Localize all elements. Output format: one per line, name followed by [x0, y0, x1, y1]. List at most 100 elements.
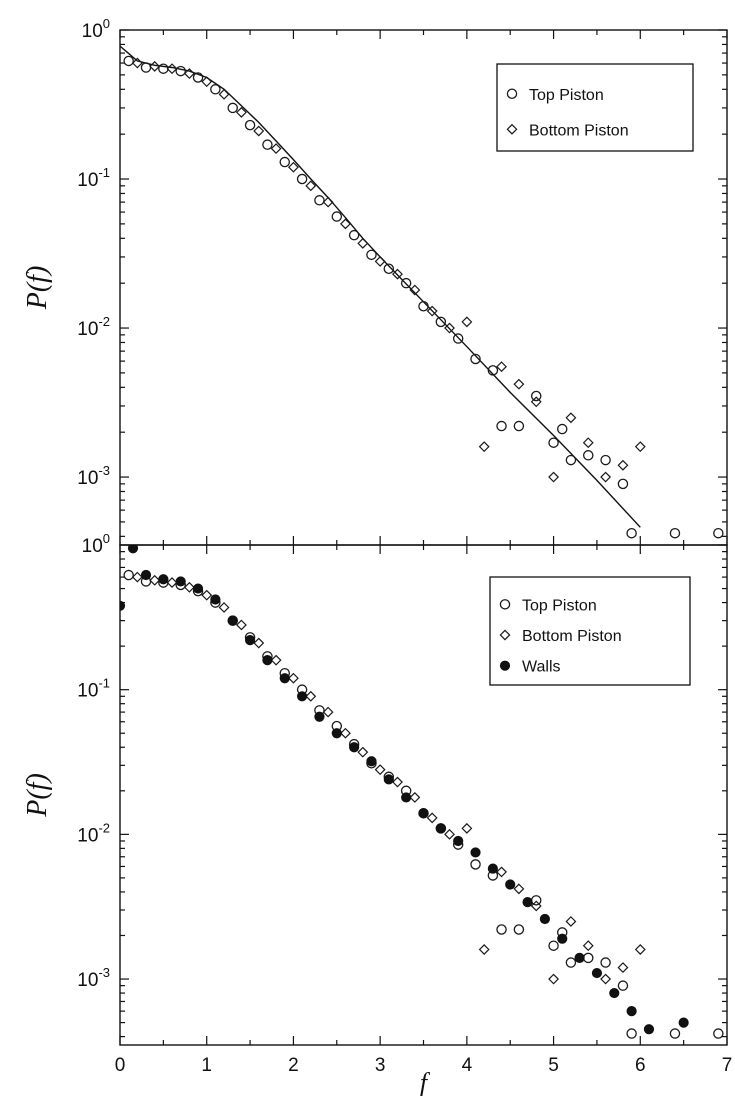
marker-open-diamond [530, 900, 542, 912]
marker-filled-circle [539, 913, 551, 925]
y-tick-base: 10 [77, 681, 98, 702]
marker-filled-circle [175, 576, 186, 587]
marker-open-circle [713, 527, 724, 539]
marker-open-diamond [582, 940, 594, 952]
marker-filled-circle [383, 774, 394, 785]
marker-open-diamond [340, 727, 351, 739]
marker-filled-circle [487, 863, 498, 874]
marker-open-diamond [374, 764, 386, 776]
marker-open-diamond [340, 218, 351, 230]
marker-open-diamond [565, 916, 577, 927]
marker-open-diamond [131, 57, 143, 69]
marker-open-circle [669, 1028, 681, 1039]
marker-open-diamond [287, 161, 299, 173]
legend-box [496, 63, 694, 152]
marker-filled-circle [210, 594, 221, 605]
x-tick-label: 2 [288, 1055, 299, 1076]
marker-open-circle [617, 478, 629, 490]
marker-open-diamond [496, 361, 507, 373]
x-axis-label: f [420, 1068, 431, 1096]
data-layer [120, 45, 724, 539]
y-axis-label: P(f) [22, 266, 53, 311]
marker-open-diamond [183, 68, 195, 80]
marker-filled-circle [678, 1017, 689, 1028]
marker-open-circle [400, 277, 412, 289]
y-tick-base: 10 [82, 21, 103, 42]
marker-filled-circle [279, 673, 290, 684]
marker-open-circle [583, 450, 594, 461]
marker-open-circle [496, 924, 507, 935]
marker-open-circle [565, 454, 577, 466]
marker-open-circle [296, 173, 308, 185]
marker-open-diamond [513, 378, 525, 390]
x-tick-label: 6 [635, 1055, 646, 1076]
marker-open-circle [331, 211, 343, 222]
marker-open-diamond [634, 944, 646, 955]
marker-filled-circle [609, 987, 620, 999]
marker-open-circle [626, 1028, 637, 1039]
marker-open-diamond [357, 746, 369, 758]
marker-filled-circle [314, 711, 325, 722]
marker-filled-circle [626, 1006, 637, 1017]
y-tick-exponent: -2 [98, 820, 110, 835]
legend-marker [499, 629, 511, 641]
marker-open-diamond [513, 883, 525, 895]
marker-filled-circle [574, 952, 585, 963]
legend-marker [499, 660, 511, 671]
marker-open-circle [713, 1028, 724, 1039]
y-tick-exponent: -1 [98, 676, 110, 691]
marker-filled-circle [244, 635, 256, 646]
y-tick-label: 100 [82, 531, 110, 557]
marker-open-circle [496, 420, 507, 432]
y-tick-exponent: -1 [98, 165, 110, 180]
marker-open-circle [123, 55, 134, 67]
marker-filled-circle [453, 835, 464, 847]
marker-open-diamond [235, 106, 247, 118]
marker-open-circle [348, 229, 360, 241]
marker-open-diamond [478, 944, 490, 955]
marker-open-diamond [149, 60, 161, 72]
legend-label: Top Piston [522, 597, 597, 614]
y-tick-exponent: -2 [98, 314, 110, 329]
marker-open-circle [383, 263, 395, 274]
y-tick-exponent: 0 [103, 16, 110, 31]
marker-open-diamond [461, 822, 473, 834]
marker-open-circle [175, 65, 186, 77]
marker-open-circle [600, 957, 611, 968]
marker-open-circle [600, 454, 611, 466]
marker-open-diamond [235, 619, 247, 631]
marker-open-circle [470, 859, 481, 870]
marker-open-diamond [617, 459, 629, 471]
marker-open-circle [487, 365, 499, 376]
marker-open-diamond [600, 973, 612, 985]
y-tick-exponent: 0 [103, 531, 110, 546]
marker-open-diamond [305, 690, 317, 702]
marker-open-circle [192, 72, 204, 83]
legend-marker [506, 88, 518, 100]
marker-open-diamond [496, 866, 507, 878]
marker-open-diamond [634, 441, 646, 453]
y-tick-label: 10-3 [77, 463, 110, 489]
marker-filled-circle [227, 615, 238, 626]
marker-filled-circle [557, 933, 568, 944]
marker-filled-circle [127, 545, 139, 554]
marker-filled-circle [470, 847, 481, 858]
marker-open-diamond [617, 962, 629, 974]
legend-label: Bottom Piston [529, 122, 629, 139]
x-tick-label: 0 [115, 1055, 126, 1076]
y-tick-base: 10 [77, 825, 98, 846]
marker-filled-circle [349, 742, 360, 753]
marker-open-diamond [530, 396, 542, 408]
y-tick-base: 10 [77, 170, 98, 191]
marker-open-circle [470, 353, 481, 365]
marker-open-diamond [201, 589, 213, 601]
marker-open-circle [530, 895, 542, 906]
marker-open-circle [565, 957, 577, 968]
marker-open-diamond [409, 791, 421, 803]
y-tick-label: 10-1 [77, 676, 110, 702]
y-tick-exponent: -3 [98, 965, 110, 980]
x-tick-label: 1 [201, 1055, 212, 1076]
marker-filled-circle [192, 583, 204, 594]
marker-open-diamond [149, 574, 161, 586]
